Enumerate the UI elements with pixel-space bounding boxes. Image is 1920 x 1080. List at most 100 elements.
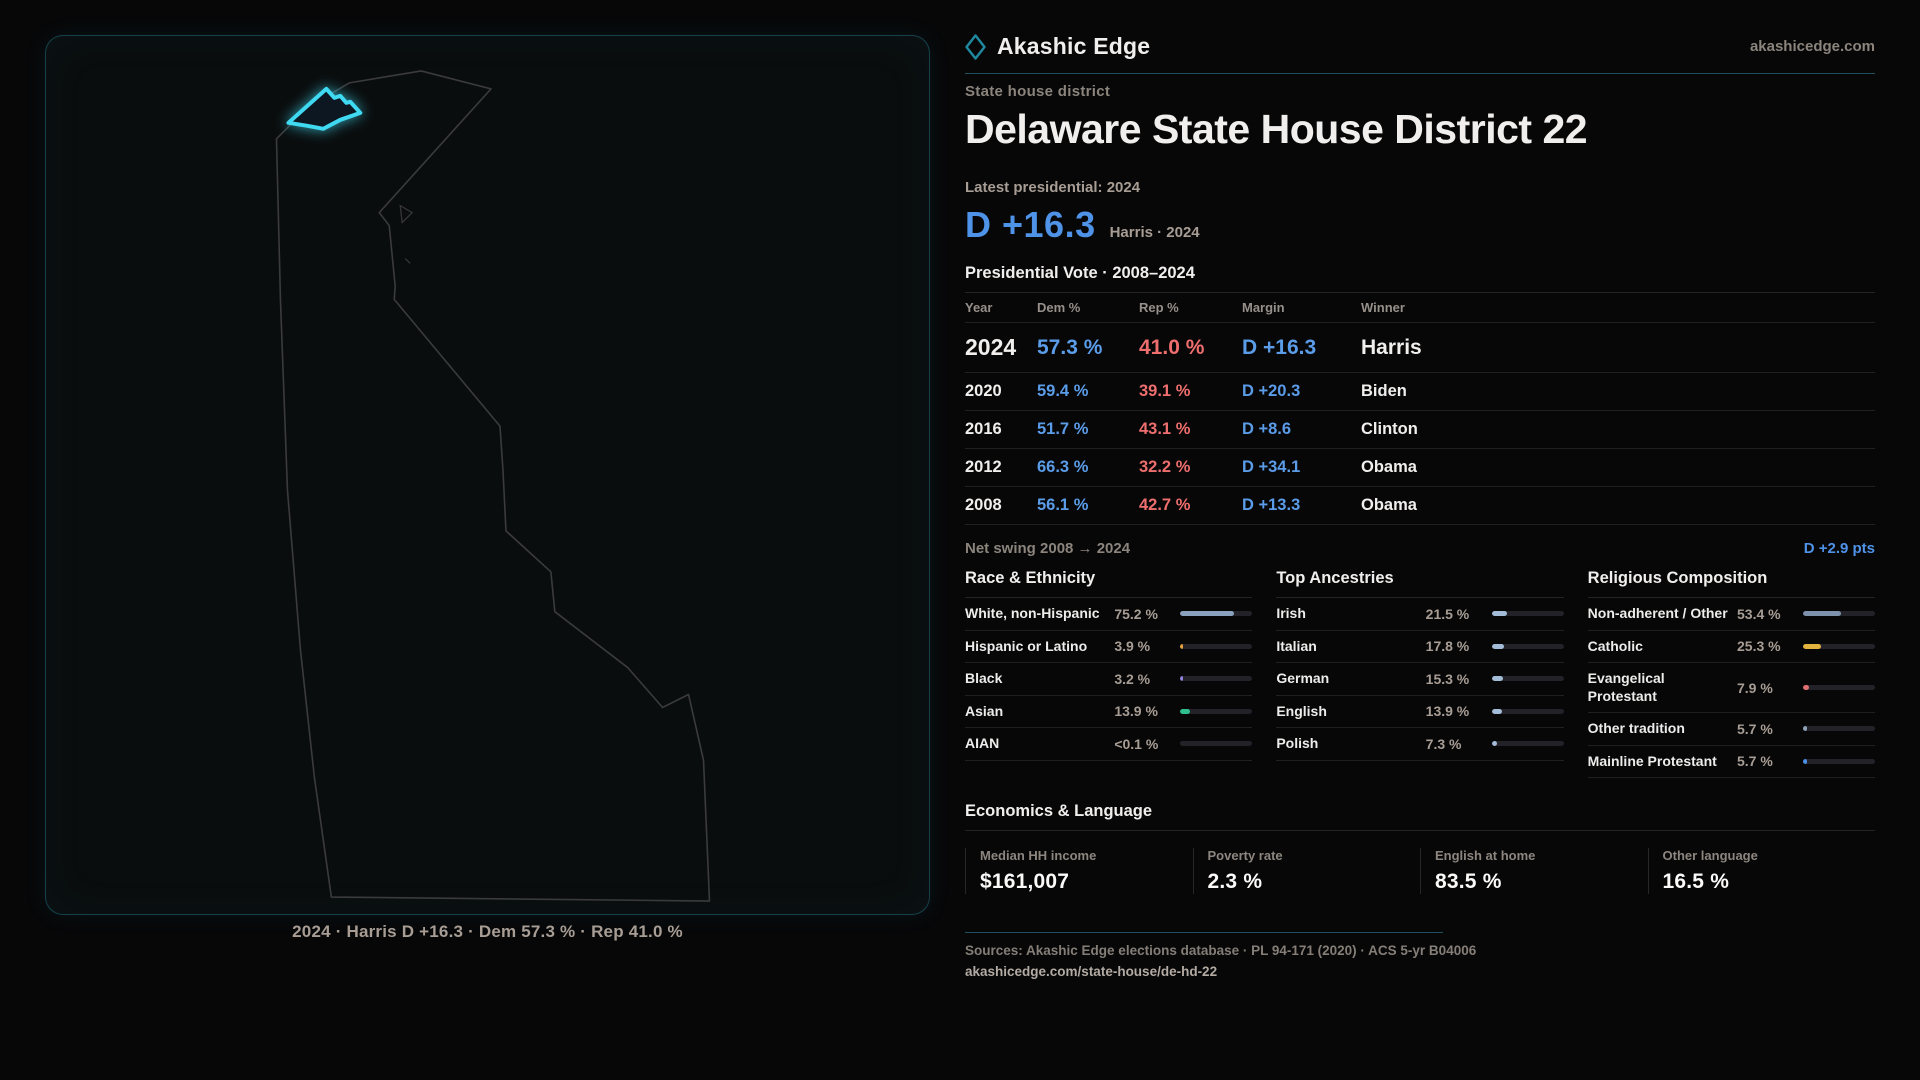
bar-track <box>1491 611 1564 617</box>
demographic-column-title: Race & Ethnicity <box>965 569 1253 599</box>
demographic-column: Religious Composition Non-adherent / Oth… <box>1587 569 1875 779</box>
demographic-value: 17.8 % <box>1425 638 1470 655</box>
bar-fill <box>1803 611 1842 617</box>
demographic-row: AIAN <0.1 % <box>965 728 1253 761</box>
winner-cell: Obama <box>1361 458 1417 477</box>
eyebrow-label: State house district <box>965 83 1111 100</box>
bar-track <box>1803 758 1875 764</box>
demographic-value: 5.7 % <box>1737 753 1773 770</box>
demographic-label: German <box>1276 670 1330 687</box>
margin-cell: D +16.3 <box>1242 335 1317 359</box>
vote-table-title: Presidential Vote · 2008–2024 <box>965 264 1195 283</box>
bar-track <box>1180 708 1253 714</box>
headline-margin-sub: Harris · 2024 <box>1109 224 1200 242</box>
demographic-value: 25.3 % <box>1737 638 1781 655</box>
demographic-value: 75.2 % <box>1114 605 1158 622</box>
demographic-label: Catholic <box>1587 637 1643 654</box>
brand-lockup: Akashic Edge <box>965 33 1150 60</box>
vote-table-column-header: Dem % <box>1037 300 1081 316</box>
net-swing-label: Net swing 2008 → 2024 <box>965 540 1131 558</box>
demographic-row: White, non-Hispanic 75.2 % <box>965 598 1253 631</box>
bar-track <box>1180 676 1253 682</box>
demographic-row: Black 3.2 % <box>965 663 1253 696</box>
bar-fill <box>1803 643 1822 649</box>
demographic-column: Top Ancestries Irish 21.5 % Italian 17.8… <box>1276 569 1564 778</box>
demographic-label: Italian <box>1276 637 1317 654</box>
bar-track <box>1491 676 1564 682</box>
bar-fill <box>1491 611 1508 617</box>
demographic-label: White, non-Hispanic <box>965 605 1100 622</box>
bar-fill <box>1180 708 1191 714</box>
demographic-value: 7.3 % <box>1425 735 1462 752</box>
headline-margin-value: D +16.3 <box>965 204 1096 246</box>
vote-table-column-header: Margin <box>1242 300 1285 316</box>
net-swing-row: Net swing 2008 → 2024 D +2.9 pts <box>965 525 1875 561</box>
net-swing-value: D +2.9 pts <box>1803 540 1875 558</box>
demographic-value: 21.5 % <box>1425 605 1470 622</box>
economics-section: Economics & Language Median HH income $1… <box>965 802 1875 895</box>
demographic-value: 13.9 % <box>1425 703 1470 720</box>
economics-title: Economics & Language <box>965 802 1875 832</box>
dem-pct-cell: 66.3 % <box>1037 458 1089 477</box>
bar-fill <box>1180 611 1235 617</box>
demographic-row: German 15.3 % <box>1276 663 1564 696</box>
district-22-shape[interactable] <box>286 86 363 131</box>
bar-fill <box>1491 741 1497 747</box>
demographic-value: 7.9 % <box>1737 679 1773 696</box>
dem-pct-cell: 59.4 % <box>1037 382 1089 401</box>
demographic-value: 53.4 % <box>1737 605 1781 622</box>
demographic-value: 3.2 % <box>1114 670 1151 687</box>
delaware-outline <box>275 70 711 902</box>
demographic-row: Italian 17.8 % <box>1276 631 1564 664</box>
vote-table-row: 2012 66.3 % 32.2 % D +34.1 Obama <box>965 449 1875 488</box>
info-panel: Akashic Edge akashicedge.com State house… <box>965 28 1875 981</box>
economics-stats: Median HH income $161,007 Poverty rate 2… <box>965 831 1875 895</box>
economics-stat: Poverty rate 2.3 % <box>1192 848 1421 895</box>
vote-table-row: 2024 57.3 % 41.0 % D +16.3 Harris <box>965 323 1875 374</box>
stat-value: 2.3 % <box>1207 870 1263 894</box>
site-link[interactable]: akashicedge.com <box>1749 38 1875 55</box>
demographic-row: Irish 21.5 % <box>1276 598 1564 631</box>
permalink[interactable]: akashicedge.com/state-house/de-hd-22 <box>965 964 1218 980</box>
page-title: Delaware State House District 22 <box>965 106 1588 152</box>
vote-table-head: Year Dem % Rep % Margin Winner <box>965 293 1875 324</box>
dem-pct-cell: 51.7 % <box>1037 420 1089 439</box>
bar-fill <box>1180 643 1184 649</box>
district-map-panel <box>45 35 930 915</box>
brand-name: Akashic Edge <box>997 33 1151 59</box>
margin-cell: D +8.6 <box>1242 420 1292 439</box>
vote-table: Year Dem % Rep % Margin Winner 2024 57.3 % 4… <box>965 292 1875 526</box>
demographic-row: Asian 13.9 % <box>965 696 1253 729</box>
stat-value: 83.5 % <box>1435 870 1502 894</box>
winner-cell: Harris <box>1361 335 1422 359</box>
margin-cell: D +13.3 <box>1242 496 1301 515</box>
rep-pct-cell: 43.1 % <box>1139 420 1191 439</box>
demographic-label: English <box>1276 702 1327 719</box>
rep-pct-cell: 39.1 % <box>1139 382 1191 401</box>
footer-divider <box>965 932 1443 934</box>
bar-track <box>1803 726 1875 732</box>
demographic-value: <0.1 % <box>1114 735 1159 752</box>
diamond-logo-icon <box>965 33 986 60</box>
year-cell: 2020 <box>965 382 1002 401</box>
river-island-dash <box>404 258 411 264</box>
bar-fill <box>1803 685 1809 691</box>
bar-fill <box>1491 676 1503 682</box>
demographic-label: Asian <box>965 702 1004 719</box>
demographic-label: Other tradition <box>1587 720 1685 737</box>
vote-table-body: 2024 57.3 % 41.0 % D +16.3 Harris 2020 5… <box>965 323 1875 526</box>
brand-header: Akashic Edge akashicedge.com <box>965 28 1875 74</box>
bar-track <box>1803 643 1875 649</box>
demographic-row: Mainline Protestant 5.7 % <box>1587 746 1875 779</box>
vote-table-row: 2020 59.4 % 39.1 % D +20.3 Biden <box>965 373 1875 412</box>
headline-margin-row: D +16.3 Harris · 2024 <box>965 204 1875 246</box>
bar-track <box>1491 708 1564 714</box>
demographic-value: 5.7 % <box>1737 720 1773 737</box>
bar-fill <box>1180 676 1184 682</box>
demographic-label: Mainline Protestant <box>1587 752 1717 769</box>
demographic-label: Irish <box>1276 605 1306 622</box>
footer: Sources: Akashic Edge elections database… <box>965 932 1875 981</box>
map-caption: 2024 · Harris D +16.3 · Dem 57.3 % · Rep… <box>292 922 683 941</box>
demographic-row: Hispanic or Latino 3.9 % <box>965 631 1253 664</box>
